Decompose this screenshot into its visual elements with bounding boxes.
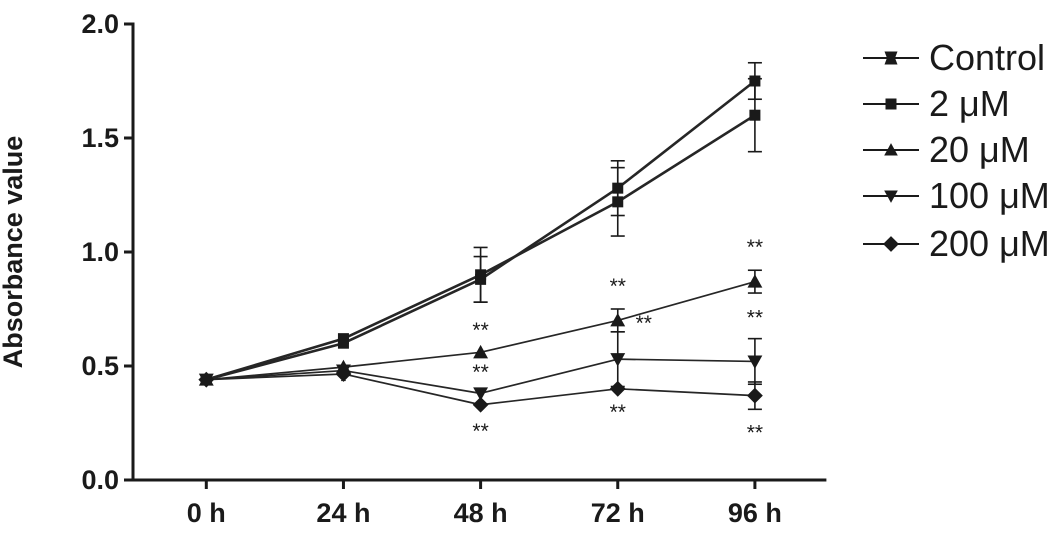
svg-text:200 μM: 200 μM <box>929 223 1050 264</box>
svg-text:24 h: 24 h <box>316 498 370 528</box>
svg-text:96 h: 96 h <box>728 498 782 528</box>
svg-text:**: ** <box>472 361 488 384</box>
svg-text:Control: Control <box>929 37 1045 78</box>
svg-text:**: ** <box>747 236 763 259</box>
svg-text:2 μM: 2 μM <box>929 83 1010 124</box>
svg-text:100 μM: 100 μM <box>929 175 1050 216</box>
svg-text:0.5: 0.5 <box>81 351 119 381</box>
svg-text:2.0: 2.0 <box>81 9 119 39</box>
svg-text:**: ** <box>636 312 652 335</box>
svg-text:20 μM: 20 μM <box>929 129 1030 170</box>
svg-text:**: ** <box>472 319 488 342</box>
svg-text:**: ** <box>610 401 626 424</box>
svg-text:*: * <box>340 372 348 393</box>
svg-text:1.0: 1.0 <box>81 237 119 267</box>
svg-text:Absorbance value: Absorbance value <box>0 136 28 369</box>
svg-text:**: ** <box>610 275 626 298</box>
svg-text:**: ** <box>747 307 763 330</box>
svg-text:0.0: 0.0 <box>81 465 119 495</box>
svg-text:1.5: 1.5 <box>81 123 119 153</box>
svg-text:**: ** <box>747 421 763 444</box>
svg-text:48 h: 48 h <box>454 498 508 528</box>
svg-text:0 h: 0 h <box>187 498 226 528</box>
svg-text:72 h: 72 h <box>591 498 645 528</box>
svg-text:**: ** <box>472 420 488 443</box>
